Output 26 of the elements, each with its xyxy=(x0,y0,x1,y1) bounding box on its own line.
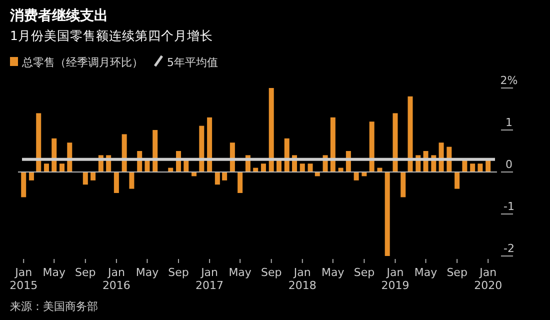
x-tick-label: Jan 2017 xyxy=(196,266,224,292)
y-tick-label: -2 xyxy=(504,242,514,255)
x-tick-label: Jan 2020 xyxy=(474,266,502,292)
y-tick-label: 1 xyxy=(506,116,512,129)
x-tick-label: Sep xyxy=(260,266,282,279)
x-tick-label: Sep xyxy=(168,266,189,279)
y-tick-label: -1 xyxy=(504,200,514,213)
x-tick-label: May xyxy=(42,266,66,279)
x-tick-label: May xyxy=(136,266,160,279)
y-tick-label: 0 xyxy=(506,158,512,171)
source-note: 来源：美国商务部 xyxy=(10,300,98,313)
x-tick-label: May xyxy=(322,266,345,279)
x-tick-label: May xyxy=(228,266,252,279)
x-tick-label: Jan 2016 xyxy=(102,266,130,292)
x-tick-label: Sep xyxy=(75,266,96,279)
x-tick-label: Sep xyxy=(354,266,375,279)
legend-label: 5年平均值 xyxy=(167,56,218,69)
legend-label: 总零售（经季调月环比） xyxy=(21,56,143,69)
x-tick-label: Jan 2015 xyxy=(10,266,38,292)
x-tick-label: Sep xyxy=(446,266,468,279)
chart-subtitle: 1月份美国零售额连续第四个月增长 xyxy=(10,28,213,43)
y-tick-label: 2% xyxy=(500,74,518,87)
chart-title: 消费者继续支出 xyxy=(9,8,108,24)
x-tick-label: Jan 2018 xyxy=(288,266,316,292)
x-tick-label: May xyxy=(414,266,438,279)
x-tick-label: Jan 2019 xyxy=(381,266,410,292)
